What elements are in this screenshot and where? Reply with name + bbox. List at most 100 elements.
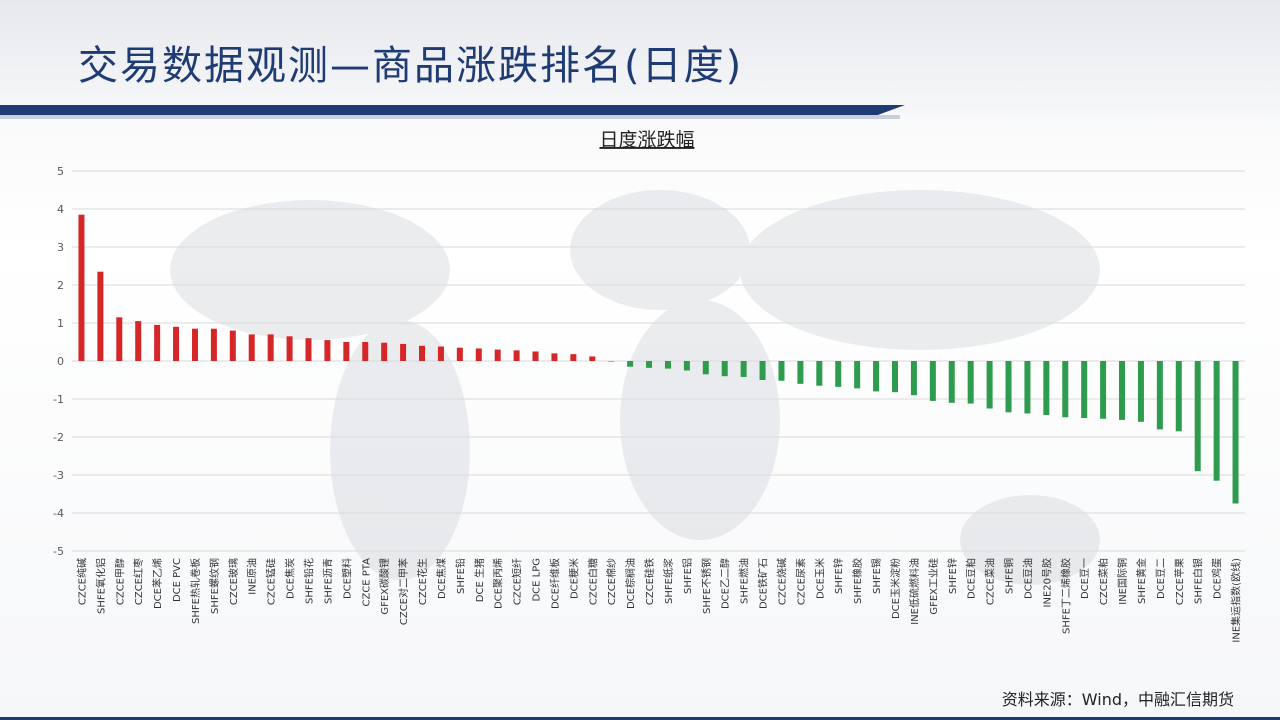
x-tick-label: DCE棕榈油 [624, 558, 637, 609]
x-tick-label: CZCE尿素 [794, 558, 807, 605]
bar [305, 338, 312, 361]
bar [1156, 361, 1163, 430]
x-tick-label: CZCE红枣 [132, 558, 145, 605]
y-tick-label: -4 [53, 507, 64, 520]
x-tick-label: INE国际铜 [1117, 558, 1129, 605]
x-tick-label: DCE豆二 [1155, 558, 1167, 599]
bar [1194, 361, 1201, 472]
x-tick-label: CZCE纯碱 [75, 558, 88, 605]
bar [1232, 361, 1239, 504]
x-tick-label: DCE苯乙烯 [151, 558, 164, 609]
bar [627, 361, 634, 367]
bar [816, 361, 823, 386]
y-tick-label: -3 [53, 469, 64, 482]
x-tick-label: SHFE黄金 [1135, 558, 1148, 604]
x-tick-label: DCE玉米 [813, 558, 826, 599]
bar [967, 361, 974, 404]
y-axis-ticks: 5 4 3 2 1 0 -1 -2 -3 -4 -5 [53, 165, 64, 558]
x-tick-label: CZCE短纤 [511, 558, 524, 605]
x-tick-label: CZCE烧碱 [775, 558, 788, 605]
bar [910, 361, 917, 396]
chart-title: 日度涨跌幅 [599, 129, 694, 151]
x-tick-label: DCE玉米淀粉 [889, 558, 902, 619]
bar [173, 326, 180, 361]
bar [532, 351, 539, 361]
bar [1213, 361, 1220, 481]
bar [1175, 361, 1182, 432]
x-tick-label: SHFE锡 [870, 558, 883, 594]
x-tick-label: DCE豆粕 [965, 558, 978, 599]
x-tick-label: INE原油 [246, 558, 259, 595]
x-tick-label: DCE塑料 [340, 558, 353, 599]
x-tick-label: SHFE锌 [832, 558, 845, 594]
bar [835, 361, 842, 387]
x-tick-label: CZCE苹果 [1173, 558, 1186, 605]
x-tick-label: DCE纤维板 [548, 558, 561, 609]
bar [1081, 361, 1088, 418]
bar [116, 317, 123, 361]
x-tick-label: DCE铁矿石 [757, 558, 770, 609]
x-tick-label: CZCE棉纱 [605, 558, 618, 605]
bar [797, 361, 804, 384]
x-tick-label: SHFE丁二烯橡胶 [1059, 558, 1072, 634]
bar [759, 361, 766, 380]
y-tick-label: -2 [53, 431, 64, 444]
x-tick-label: DCE鸡蛋 [1211, 558, 1224, 599]
y-tick-label: 0 [57, 355, 64, 368]
x-tick-label: SHFE铜 [1004, 558, 1016, 594]
bar [154, 324, 161, 361]
bars-layer [78, 214, 1239, 504]
bar [1005, 361, 1012, 413]
y-tick-label: -5 [53, 545, 64, 558]
x-tick-label: SHFE锌 [946, 558, 959, 594]
x-tick-label: INE集运指数(欧线) [1230, 558, 1243, 643]
bar [1119, 361, 1126, 420]
bar [437, 346, 444, 361]
x-tick-label: DCE粳米 [567, 558, 580, 599]
grid-layer [72, 170, 1245, 552]
x-tick-label: GFEX工业硅 [927, 558, 940, 615]
x-tick-label: SHFE不锈钢 [700, 558, 713, 614]
x-tick-label: DCE PVC [172, 558, 183, 602]
bar [1137, 361, 1144, 422]
x-tick-label: CZCE菜油 [984, 558, 997, 605]
bar [948, 361, 955, 403]
bar [191, 328, 198, 361]
x-tick-label: SHFE纸浆 [662, 558, 675, 604]
bar [324, 340, 331, 361]
bar [1100, 361, 1107, 419]
bar [664, 361, 671, 369]
bar [494, 349, 501, 361]
x-tick-label: GFEX碳酸锂 [378, 558, 391, 615]
bar [608, 361, 615, 362]
x-tick-label: DCE乙二醇 [719, 558, 732, 609]
bar [419, 345, 426, 361]
x-tick-label: DCE 生猪 [473, 558, 486, 602]
bar [702, 361, 709, 375]
x-tick-label: DCE豆一 [1079, 558, 1091, 599]
x-tick-label: CZCE硅铁 [643, 558, 656, 605]
y-tick-label: 4 [57, 203, 64, 216]
title-underline-shadow [0, 115, 900, 119]
y-tick-label: 5 [57, 165, 64, 178]
bar [1043, 361, 1050, 415]
bar [778, 361, 785, 381]
x-tick-label: INE20号胶 [1040, 558, 1053, 607]
x-tick-label: SHFE铅 [454, 558, 467, 594]
x-tick-label: DCE焦煤 [435, 558, 448, 599]
bar [1024, 361, 1031, 414]
x-tick-label: SHFE燃油 [738, 558, 751, 604]
bar [400, 343, 407, 361]
x-tick-label: SHFE白银 [1192, 558, 1205, 604]
x-tick-label: CZCE玻璃 [227, 558, 240, 605]
footer-line [0, 717, 1280, 720]
x-tick-label: DCE LPG [532, 558, 543, 602]
bar [248, 334, 255, 361]
bar [551, 353, 558, 361]
x-tick-label: SHFE螺纹钢 [208, 558, 221, 614]
x-tick-label: SHFE铅花 [302, 558, 315, 604]
bar [475, 348, 482, 361]
header-band [0, 0, 1280, 118]
x-tick-label: SHFE热轧卷板 [189, 558, 202, 624]
